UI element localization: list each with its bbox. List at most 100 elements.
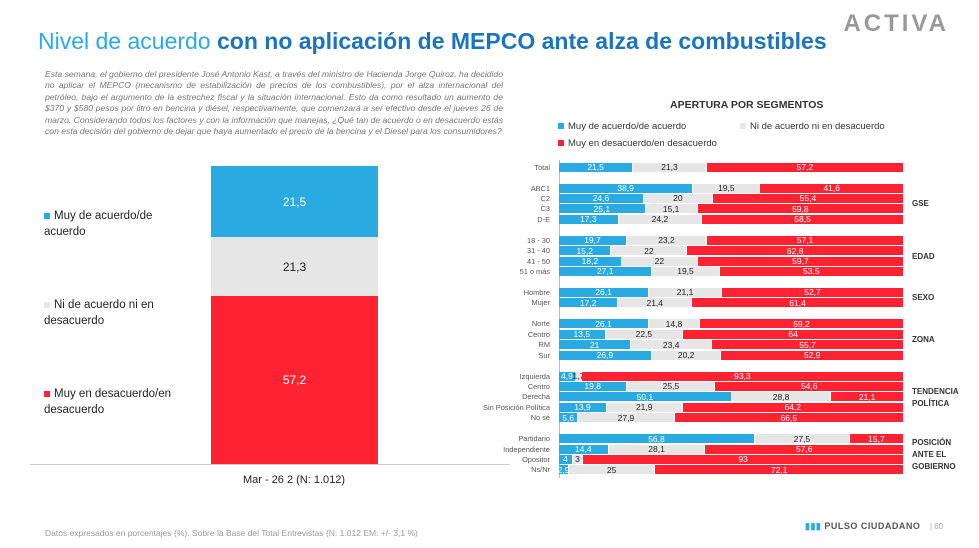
- seg-legend-agree: Muy de acuerdo/de acuerdo: [558, 121, 686, 132]
- activa-logo: ACTIVA: [843, 10, 949, 37]
- row-label: No sé: [530, 413, 550, 423]
- legend-neutral: Ni de acuerdo ni en desacuerdo: [44, 297, 174, 329]
- bar-neutral: 3: [572, 454, 584, 464]
- bar-disagree: 57,1: [707, 235, 904, 245]
- row-label: Derecha: [522, 392, 550, 402]
- row-label: C2: [540, 193, 550, 203]
- row-label: Partidario: [518, 434, 550, 444]
- bar-disagree: 93,3: [581, 371, 904, 381]
- bar-neutral: 22: [611, 246, 688, 256]
- bar-agree: 2,9: [557, 464, 570, 475]
- bar-neutral: 21,4: [618, 298, 693, 308]
- bar-agree: 25,1: [559, 204, 646, 214]
- bar-agree: 4,9: [559, 371, 576, 381]
- row-label: 31 - 40: [526, 246, 550, 256]
- bar-neutral: 15,1: [645, 204, 698, 214]
- row-label: 51 o más: [519, 266, 550, 276]
- brand-text: PULSO CIUDADANO: [824, 521, 921, 531]
- group-label: SEXO: [912, 293, 935, 303]
- bar-disagree: 58,5: [702, 214, 904, 224]
- row-label: Hombre: [523, 287, 550, 297]
- bar-agree: 19,7: [559, 235, 627, 245]
- legend-label: Muy en desacuerdo/en desacuerdo: [44, 388, 171, 416]
- seg-legend-disagree: Muy en desacuerdo/en desacuerdo: [558, 138, 717, 149]
- footnote: Datos expresados en porcentajes (%). Sob…: [45, 528, 418, 538]
- legend-label: Muy de acuerdo/de acuerdo: [568, 121, 687, 132]
- page-number: | 60: [930, 522, 944, 531]
- bar-agree: 38,9: [559, 183, 694, 193]
- bar-agree: 50,1: [559, 392, 732, 402]
- row-label: Sur: [538, 350, 550, 360]
- bar-disagree: 21,1: [831, 392, 904, 402]
- page-title: Nivel de acuerdo con no aplicación de ME…: [38, 28, 827, 55]
- bar-agree: 56,8: [559, 434, 755, 444]
- segments-title: APERTURA POR SEGMENTOS: [670, 99, 824, 111]
- bar-neutral: 21,1: [649, 287, 722, 297]
- bar-agree: 15,2: [559, 246, 612, 256]
- legend-label: Muy de acuerdo/de acuerdo: [44, 210, 153, 238]
- bar-disagree: 66,5: [674, 413, 904, 423]
- row-label: Izquierda: [519, 371, 550, 381]
- bar-neutral: 14,8: [648, 319, 700, 329]
- bar-disagree: 59,7: [697, 256, 904, 266]
- x-axis-line: [30, 464, 510, 465]
- bar-disagree: 72,1: [655, 465, 904, 475]
- bar-disagree: 52,7: [722, 287, 904, 297]
- bar-agree: 4: [559, 454, 573, 464]
- row-label: Mujer: [531, 298, 550, 308]
- bar-disagree: 61,4: [692, 298, 904, 308]
- seg-legend-neutral: Ni de acuerdo ni en desacuerdo: [740, 121, 885, 132]
- bar-neutral: 19,5: [652, 266, 720, 276]
- x-tick-label: Mar - 26 2 (N: 1.012): [242, 474, 346, 486]
- bar-agree: 21: [559, 340, 632, 350]
- bar-agree: 13,5: [559, 329, 606, 339]
- bar-disagree: 59,2: [699, 319, 904, 329]
- bar-disagree: 59,8: [697, 204, 904, 214]
- title-part2: con no aplicación de MEPCO ante alza de …: [217, 28, 827, 54]
- bar-agree: 5,6: [559, 413, 579, 423]
- bar-agree: 26,1: [559, 287, 650, 297]
- bar-neutral: 23,2: [626, 235, 707, 245]
- bar-agree: 17,2: [559, 298, 619, 308]
- pulso-ciudadano-logo: ▮▮▮ PULSO CIUDADANO: [805, 521, 920, 532]
- bar-disagree: 53,5: [719, 266, 904, 276]
- bar-agree: 17,3: [559, 214, 619, 224]
- bar-disagree: 64,2: [682, 402, 904, 412]
- bar-agree: 24,6: [559, 193, 644, 203]
- bar-disagree: 57,2: [706, 162, 904, 172]
- legend-agree: Muy de acuerdo/de acuerdo: [44, 208, 174, 240]
- bar-agree: 13,9: [559, 402, 607, 412]
- row-label: Independiente: [503, 444, 550, 454]
- bar-neutral: 28,1: [608, 444, 706, 454]
- bar-disagree: 62,8: [687, 246, 904, 256]
- group-label: EDAD: [912, 251, 935, 261]
- bar-segment-agree: 21,5: [211, 166, 378, 237]
- y-axis-line: [559, 160, 560, 478]
- bar-neutral: 19,5: [693, 183, 761, 193]
- row-label: Norte: [531, 319, 550, 329]
- row-label: Total: [534, 162, 550, 172]
- bar-disagree: 54,6: [715, 381, 904, 391]
- legend-swatch: [44, 212, 50, 219]
- bar-disagree: 57,6: [705, 444, 904, 454]
- legend-swatch: [44, 390, 50, 397]
- row-label: Centro: [527, 381, 550, 391]
- bar-disagree: 52,9: [721, 350, 904, 360]
- bar-disagree: 64: [683, 329, 904, 339]
- bar-neutral: 23,4: [631, 340, 713, 350]
- bar-agree: 27,1: [559, 266, 653, 276]
- legend-label: Muy en desacuerdo/en desacuerdo: [568, 138, 717, 149]
- bar-agree: 26,9: [559, 350, 652, 360]
- group-label: GSE: [912, 199, 929, 209]
- row-label: 18 - 30: [526, 235, 550, 245]
- bar-agree: 19,8: [559, 381, 628, 391]
- row-label: Opositor: [522, 454, 550, 464]
- bar-neutral: 27,5: [754, 434, 850, 444]
- legend-swatch: [44, 301, 50, 308]
- bar-neutral: 24,2: [618, 214, 703, 224]
- bar-agree: 14,4: [559, 444, 609, 454]
- row-label: Centro: [527, 329, 550, 339]
- bar-neutral: 25: [569, 465, 656, 475]
- title-part1: Nivel de acuerdo: [38, 28, 217, 54]
- question-text: Esta semana, el gobierno del presidente …: [45, 69, 503, 137]
